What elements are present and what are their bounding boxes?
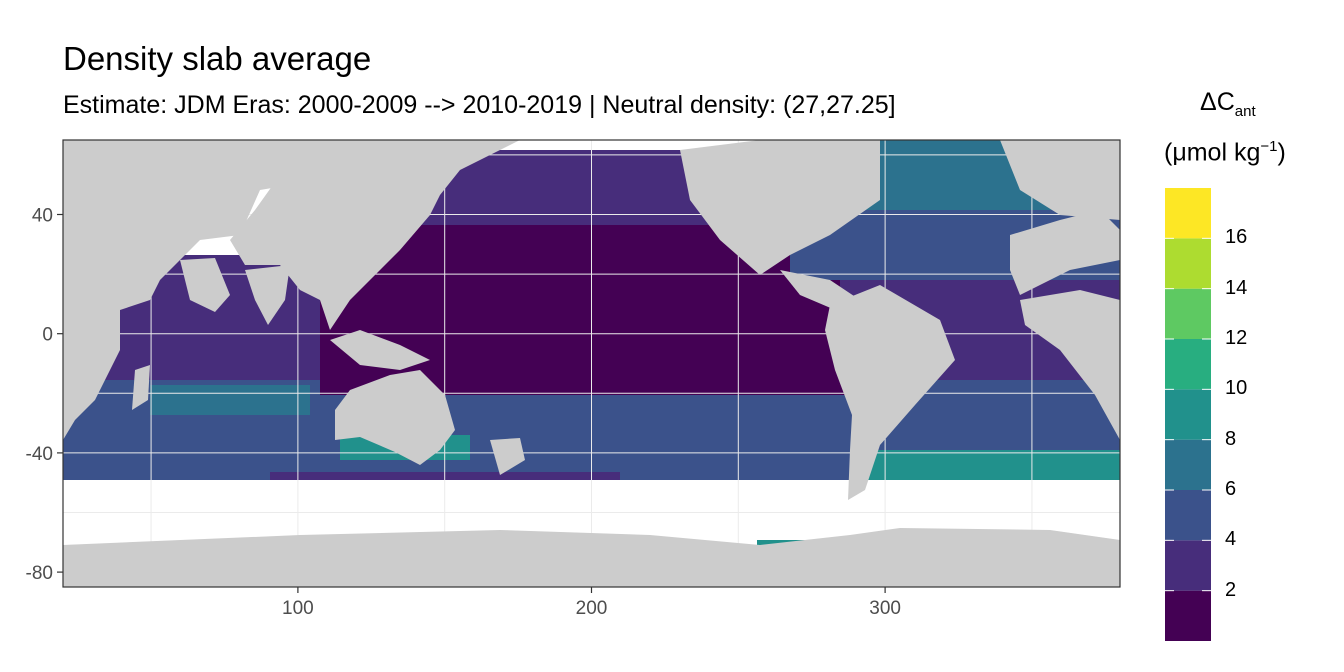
legend-unit-close: ) xyxy=(1277,138,1286,167)
y-axis: 40 0 -40 -80 xyxy=(26,206,63,584)
x-axis: 100 200 300 xyxy=(282,587,901,619)
legend-bin xyxy=(1165,490,1211,541)
land-north-america xyxy=(680,140,880,275)
map-layers xyxy=(63,140,1120,587)
legend-bin xyxy=(1165,188,1211,239)
land-antarctica xyxy=(63,528,1120,587)
legend-colorbar xyxy=(1165,188,1211,641)
x-tick-label: 100 xyxy=(282,598,314,619)
legend-tick-label: 12 xyxy=(1225,327,1248,349)
legend-bin xyxy=(1165,339,1211,390)
legend-tick-label: 8 xyxy=(1225,427,1237,450)
legend-bin xyxy=(1165,439,1211,490)
land-greenland xyxy=(1000,140,1120,220)
land-masses xyxy=(63,140,1120,587)
legend-unit-open: (μmol kg xyxy=(1164,138,1261,167)
land-arabia xyxy=(180,258,230,312)
land-west-africa xyxy=(1020,290,1120,440)
legend-bin xyxy=(1165,590,1211,641)
legend-tick-marks xyxy=(1165,237,1211,592)
legend-bin xyxy=(1165,288,1211,339)
chart-title: Density slab average xyxy=(63,40,372,77)
legend-unit-sup: −1 xyxy=(1260,138,1278,155)
legend-tick-label: 4 xyxy=(1225,528,1237,551)
legend-tick-label: 6 xyxy=(1225,478,1237,500)
x-tick-label: 300 xyxy=(869,598,901,619)
land-europe xyxy=(1010,210,1120,295)
land-south-america xyxy=(825,285,955,500)
land-madagascar xyxy=(132,365,150,410)
legend-symbol-sub: ant xyxy=(1234,103,1256,120)
land-indonesia xyxy=(330,330,430,370)
y-tick-label: -80 xyxy=(26,563,53,584)
legend-tick-label: 16 xyxy=(1225,226,1248,249)
y-tick-label: 0 xyxy=(42,325,53,346)
y-tick-label: -40 xyxy=(26,444,53,465)
legend-title-symbol: ΔCant xyxy=(1200,88,1256,120)
legend-tick-label: 2 xyxy=(1225,578,1237,601)
legend-symbol: ΔC xyxy=(1200,88,1235,116)
legend-bin xyxy=(1165,389,1211,440)
legend-bin xyxy=(1165,540,1211,591)
legend-title-unit: (μmol kg−1) xyxy=(1164,138,1286,167)
land-nz xyxy=(490,438,525,475)
land-india-pen xyxy=(245,265,290,325)
chart-subtitle: Estimate: JDM Eras: 2000-2009 --> 2010-2… xyxy=(63,91,896,119)
x-tick-label: 200 xyxy=(576,598,608,619)
legend-tick-label: 10 xyxy=(1225,377,1248,400)
legend-bin xyxy=(1165,238,1211,289)
land-africa xyxy=(63,140,320,440)
y-tick-label: 40 xyxy=(32,206,53,227)
ocean-band-southern-teal xyxy=(150,385,310,415)
legend-tick-label: 14 xyxy=(1225,276,1248,299)
land-australia xyxy=(335,370,455,465)
land-eurasia xyxy=(230,140,520,330)
